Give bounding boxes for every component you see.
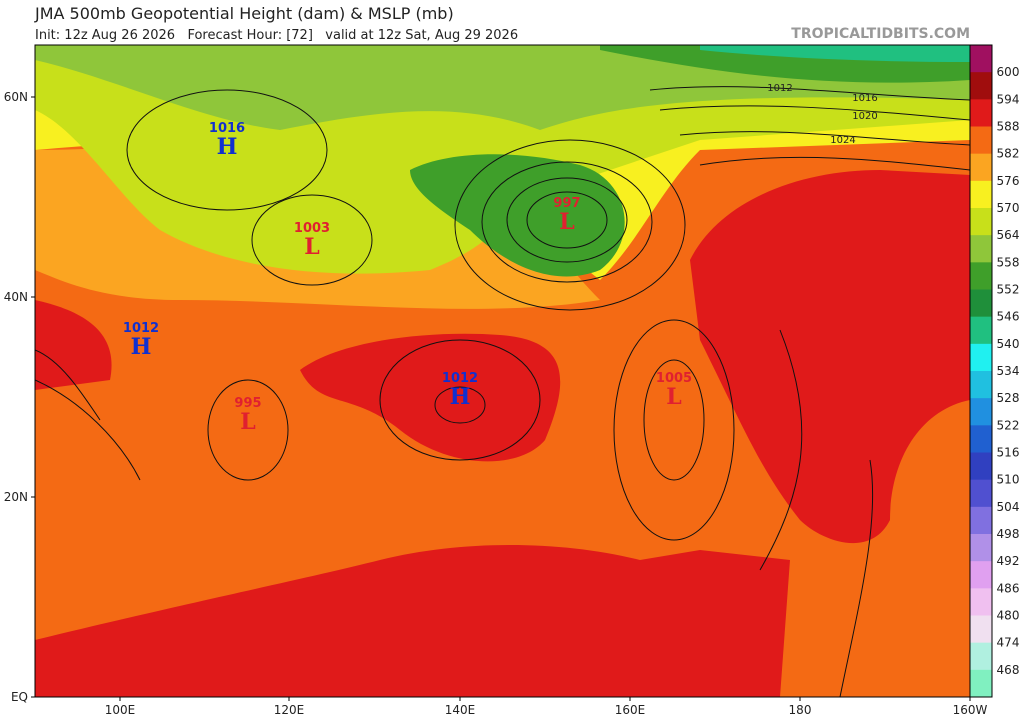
subtitle: Init: 12z Aug 26 2026 Forecast Hour: [72… [35,28,518,43]
colorbar-label: 498 [997,527,1020,541]
colorbar-swatch [970,425,992,453]
colorbar-label: 504 [997,500,1020,514]
lon-label: 180 [789,703,812,717]
colorbar-swatch [970,45,992,73]
colorbar-swatch [970,235,992,263]
center-symbol: H [450,384,471,410]
colorbar-swatch [970,506,992,535]
colorbar-swatch [970,262,992,290]
colorbar-swatch [970,479,992,508]
colorbar-label: 564 [997,228,1020,242]
colorbar-frame [969,44,993,698]
center-symbol: H [131,334,152,360]
colorbar-label: 570 [997,201,1020,215]
colorbar-swatch [970,126,992,155]
colorbar-label: 528 [997,391,1020,405]
colorbar-swatch [970,72,992,100]
lat-label: 40N [4,290,28,304]
colorbar-label: 492 [997,554,1020,568]
colorbar-label: 546 [997,310,1020,324]
colorbar-swatch [970,99,992,127]
center-value: 995 [234,396,261,411]
colorbar-swatch [970,588,992,616]
colorbar-swatch [970,534,992,562]
center-value: 1012 [442,371,478,386]
colorbar-swatch [970,289,992,318]
colorbar-swatch [970,452,992,481]
lon-label: 100E [105,703,136,717]
colorbar-label: 474 [997,636,1020,650]
colorbar-label: 510 [997,473,1020,487]
map-field [34,44,971,698]
colorbar-label: 558 [997,255,1020,269]
colorbar-swatch [970,343,992,372]
colorbar-label: 486 [997,581,1020,595]
center-symbol: L [304,234,319,260]
lon-label: 160W [953,703,988,717]
site-label: TROPICALTIDBITS.COM [791,26,970,42]
lat-label: 60N [4,90,28,104]
colorbar-swatch [970,371,992,399]
colorbar-swatch [970,642,992,671]
center-symbol: L [240,409,255,435]
colorbar-label: 534 [997,364,1020,378]
colorbar-label: 468 [997,663,1020,677]
center-value: 997 [553,196,580,211]
isobar-label: 1020 [852,111,877,122]
lon-label: 160E [615,703,646,717]
center-symbol: H [217,134,238,160]
colorbar-label: 516 [997,446,1020,460]
colorbar-swatch [970,669,992,698]
colorbar-swatch [970,208,992,236]
lat-label: EQ [11,690,28,704]
isobar-label: 1016 [852,93,877,104]
colorbar-label: 594 [997,92,1020,106]
lon-label: 120E [274,703,305,717]
title: JMA 500mb Geopotential Height (dam) & MS… [34,4,454,23]
colorbar-swatch [970,561,992,589]
center-value: 1005 [656,371,692,386]
colorbar-label: 588 [997,120,1020,134]
colorbar-swatch [970,615,992,644]
colorbar-label: 540 [997,337,1020,351]
colorbar-label: 576 [997,174,1020,188]
isobar-label: 1024 [830,135,855,146]
colorbar-label: 522 [997,418,1020,432]
colorbar-label: 552 [997,283,1020,297]
colorbar-swatch [970,398,992,426]
colorbar-label: 600 [997,65,1020,79]
lat-label: 20N [4,490,28,504]
colorbar-swatch [970,153,992,182]
colorbar-swatch [970,180,992,209]
center-symbol: L [666,384,681,410]
center-value: 1016 [209,121,245,136]
center-value: 1003 [294,221,330,236]
isobar-label: 1012 [767,83,792,94]
lon-label: 140E [445,703,476,717]
center-symbol: L [559,209,574,235]
colorbar-label: 480 [997,609,1020,623]
center-value: 1012 [123,321,159,336]
colorbar-swatch [970,316,992,345]
colorbar-label: 582 [997,147,1020,161]
